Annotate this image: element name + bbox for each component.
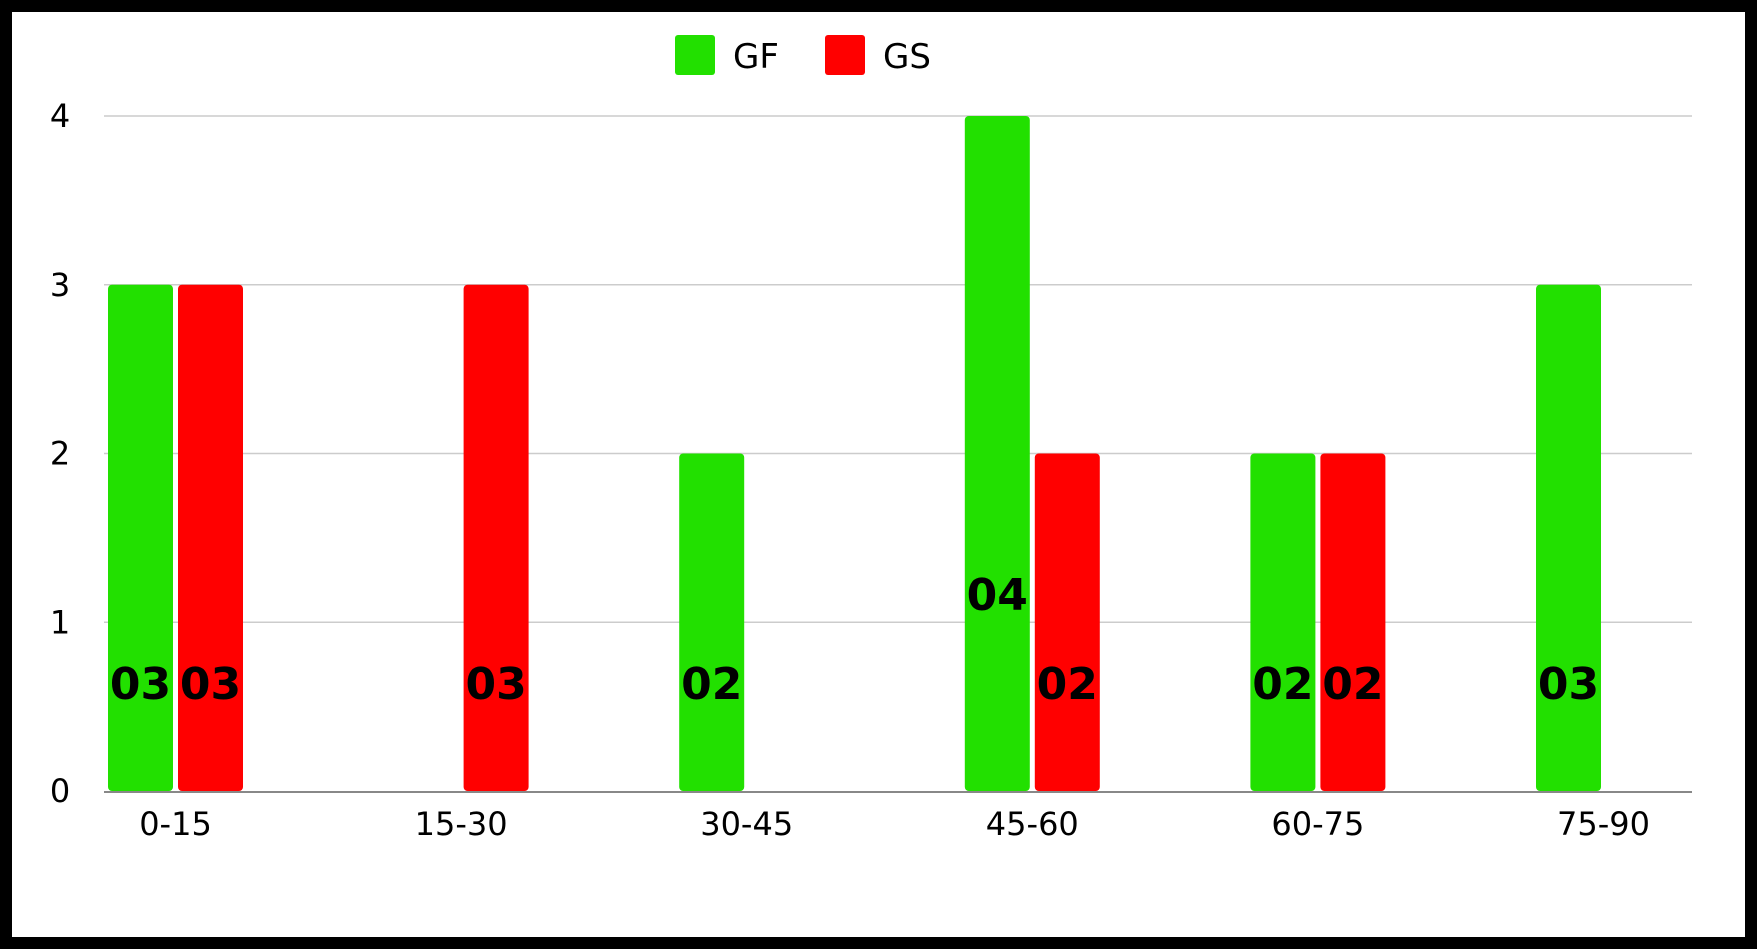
- data-label-gf: 03: [1538, 659, 1599, 710]
- x-tick-label: 75-90: [1557, 805, 1650, 843]
- bar-gs: [463, 284, 529, 791]
- legend-swatch-gs: [825, 35, 865, 75]
- bar-gs: [1320, 453, 1386, 791]
- bar-gf: [679, 453, 745, 791]
- x-tick-label: 30-45: [700, 805, 793, 843]
- data-label-gf: 02: [681, 659, 742, 710]
- y-tick-label: 4: [50, 97, 70, 135]
- x-tick-label: 0-15: [139, 805, 212, 843]
- x-tick-label: 15-30: [415, 805, 508, 843]
- y-axis-tick-labels: 0 1 2 3 4: [50, 97, 70, 810]
- bar-gf: [964, 116, 1030, 791]
- data-label-gs: 02: [1037, 659, 1098, 710]
- bar-gf: [1250, 453, 1316, 791]
- bar-gf: [108, 284, 173, 791]
- data-label-gs: 03: [465, 659, 526, 710]
- data-label-gf: 04: [967, 570, 1028, 621]
- legend-swatch-gf: [675, 35, 715, 75]
- legend-label-gs: GS: [883, 37, 931, 77]
- bar-gs: [1034, 453, 1100, 791]
- bar-gf: [1536, 284, 1601, 791]
- legend-label-gf: GF: [733, 37, 779, 77]
- data-label-gs: 02: [1322, 659, 1383, 710]
- y-tick-label: 0: [50, 772, 70, 810]
- x-tick-label: 60-75: [1271, 805, 1364, 843]
- legend: GF GS: [675, 35, 931, 77]
- data-label-gf: 02: [1252, 659, 1313, 710]
- bar-gs: [178, 284, 243, 791]
- y-tick-label: 2: [50, 435, 70, 473]
- x-tick-label: 45-60: [986, 805, 1079, 843]
- bars: [108, 116, 1601, 791]
- gridlines: [104, 115, 1692, 623]
- data-label-gf: 03: [110, 659, 171, 710]
- y-tick-label: 3: [50, 266, 70, 304]
- data-label-gs: 03: [180, 659, 241, 710]
- x-axis-tick-labels: 0-15 15-30 30-45 45-60 60-75 75-90: [139, 805, 1650, 843]
- y-tick-label: 1: [50, 603, 70, 641]
